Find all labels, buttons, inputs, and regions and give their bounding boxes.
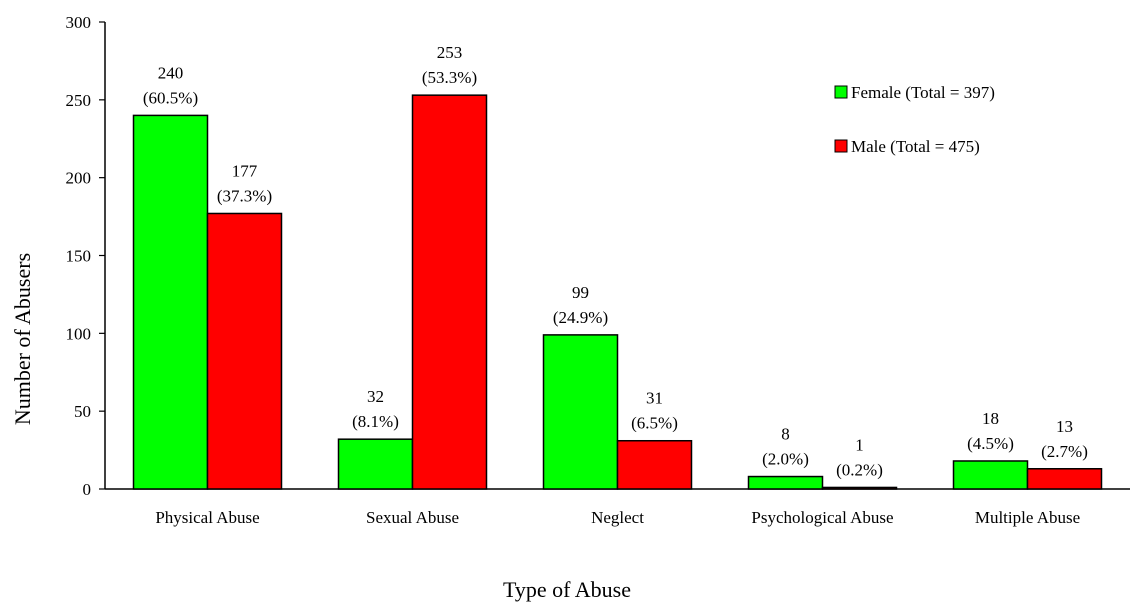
y-tick-label: 200 (66, 169, 92, 188)
legend-swatch-male (834, 139, 848, 153)
bar-percent-label: (0.2%) (836, 460, 883, 479)
chart-axes: 0 50 100 150 200 250 300 Physical Abuse Sexual A… (66, 13, 1130, 527)
bar-value-label: 18 (982, 409, 999, 428)
bar-percent-label: (24.9%) (553, 308, 608, 327)
bar-female (952, 460, 1029, 490)
bar-percent-label: (2.7%) (1041, 442, 1088, 461)
x-category-label: Psychological Abuse (751, 508, 893, 527)
y-tick-label: 50 (74, 402, 91, 421)
y-tick-label: 0 (83, 480, 92, 499)
bar-percent-label: (2.0%) (762, 450, 809, 469)
bar-male (821, 486, 898, 490)
bar-percent-label: (8.1%) (352, 412, 399, 431)
bar-percent-label: (6.5%) (631, 414, 678, 433)
y-axis-title: Number of Abusers (10, 253, 35, 425)
bar-percent-label: (53.3%) (422, 68, 477, 87)
chart-data-labels: 240 (60.5%) 177 (37.3%) 32 (8.1%) 253 (53.3%) 99… (143, 43, 1088, 479)
bar-female (337, 438, 414, 490)
legend-label-female: Female (Total = 397) (851, 83, 995, 102)
y-tick-label: 250 (66, 91, 92, 110)
bar-value-label: 1 (855, 435, 864, 454)
x-category-label: Neglect (591, 508, 644, 527)
y-tick-label: 300 (66, 13, 92, 32)
bar-female (747, 475, 824, 490)
x-category-label: Physical Abuse (155, 508, 259, 527)
bar-value-label: 32 (367, 387, 384, 406)
x-category-label: Multiple Abuse (975, 508, 1080, 527)
bar-value-label: 31 (646, 389, 663, 408)
legend-label-male: Male (Total = 475) (851, 137, 980, 156)
legend-swatch-female (834, 85, 848, 99)
bar-male (411, 94, 488, 490)
y-tick-label: 150 (66, 247, 92, 266)
bar-value-label: 253 (437, 43, 463, 62)
bar-percent-label: (4.5%) (967, 434, 1014, 453)
bar-percent-label: (37.3%) (217, 186, 272, 205)
chart-bars (132, 94, 1103, 490)
bar-value-label: 99 (572, 283, 589, 302)
bar-value-label: 177 (232, 161, 258, 180)
bar-male (616, 439, 693, 490)
bar-value-label: 240 (158, 63, 184, 82)
x-category-label: Sexual Abuse (366, 508, 459, 527)
chart-legend: Female (Total = 397) Male (Total = 475) (834, 83, 995, 156)
bar-male (206, 212, 283, 490)
bar-female (542, 334, 619, 490)
bar-value-label: 8 (781, 425, 790, 444)
bar-percent-label: (60.5%) (143, 88, 198, 107)
y-tick-label: 100 (66, 324, 92, 343)
x-axis-title: Type of Abuse (503, 577, 631, 602)
bar-male (1026, 468, 1103, 490)
bar-female (132, 114, 209, 490)
bar-value-label: 13 (1056, 417, 1073, 436)
